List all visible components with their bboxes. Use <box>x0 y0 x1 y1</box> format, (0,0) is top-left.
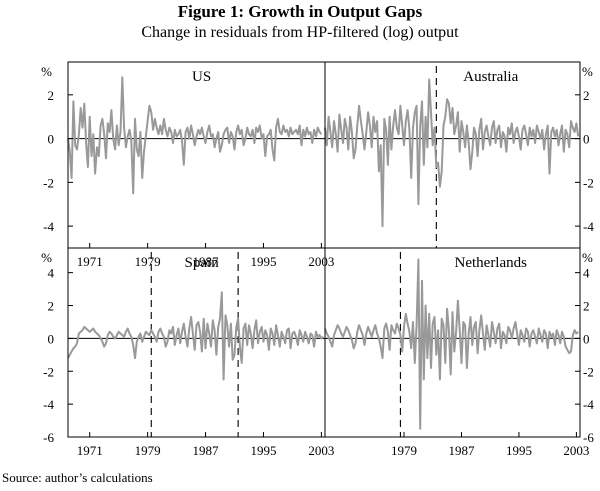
source-note: Source: author’s calculations <box>2 470 153 485</box>
australia-series-line <box>324 78 580 228</box>
netherlands-unit-label: % <box>582 250 593 265</box>
netherlands-ytick-label: 2 <box>583 299 590 314</box>
us-xtick-label: 1971 <box>77 254 103 269</box>
spain-panel: 4 2 0 -2 -4 -6% 1971 1979 1987 1995 2003 Spain <box>41 250 334 458</box>
spain-ytick-label: -6 <box>43 430 54 445</box>
spain-xtick-label: 1995 <box>250 443 276 458</box>
netherlands-ytick-label: 0 <box>583 331 590 346</box>
spain-ytick-label: 4 <box>48 266 55 281</box>
australia-unit-label: % <box>582 64 593 79</box>
us-ytick-label: -4 <box>43 219 54 234</box>
spain-panel-title: Spain <box>185 255 220 271</box>
netherlands-panel: 4 2 0 -2 -4 -6% 1979 1987 1995 2003 Netherlands <box>324 250 594 458</box>
us-ytick-label: 0 <box>48 132 55 147</box>
netherlands-panel-title: Netherlands <box>455 255 528 271</box>
figure-subtitle: Change in residuals from HP-filtered (lo… <box>141 24 459 41</box>
australia-ytick-label: -2 <box>583 175 594 190</box>
spain-xtick-label: 1987 <box>193 443 220 458</box>
us-xtick-label: 1995 <box>250 254 276 269</box>
spain-xtick-label: 2003 <box>308 443 334 458</box>
spain-ytick-label: -4 <box>43 397 54 412</box>
spain-ytick-label: 2 <box>48 299 55 314</box>
us-unit-label: % <box>41 64 52 79</box>
netherlands-xtick-label: 1995 <box>506 443 532 458</box>
netherlands-ytick-label: 4 <box>583 266 590 281</box>
netherlands-xtick-label: 1987 <box>448 443 475 458</box>
australia-ytick-label: -4 <box>583 219 594 234</box>
netherlands-xtick-label: 2003 <box>563 443 589 458</box>
us-ytick-label: 2 <box>48 88 55 103</box>
us-series-line <box>67 76 323 195</box>
spain-xtick-label: 1971 <box>77 443 103 458</box>
us-xtick-label: 2003 <box>308 254 334 269</box>
netherlands-ytick-label: -6 <box>583 430 594 445</box>
australia-ytick-label: 0 <box>583 132 590 147</box>
netherlands-xtick-label: 1979 <box>391 443 417 458</box>
netherlands-series-line <box>324 258 579 430</box>
spain-unit-label: % <box>41 250 52 265</box>
netherlands-ytick-label: -2 <box>583 364 594 379</box>
us-xtick-label: 1979 <box>135 254 161 269</box>
us-panel: 2 0 -2 -4% 1971 1979 1987 1995 2003 US <box>41 64 334 269</box>
australia-panel-title: Australia <box>463 69 518 85</box>
spain-ytick-label: 0 <box>48 331 55 346</box>
chart-frame <box>67 61 581 438</box>
australia-ytick-label: 2 <box>583 88 590 103</box>
figure-title: Figure 1: Growth in Output Gaps <box>177 2 423 21</box>
netherlands-ytick-label: -4 <box>583 397 594 412</box>
spain-ytick-label: -2 <box>43 364 54 379</box>
us-panel-title: US <box>192 69 211 85</box>
spain-series-line <box>67 291 324 381</box>
us-xtick-label: 1987 <box>193 254 220 269</box>
australia-panel: 2 0 -2 -4% Australia <box>324 64 594 248</box>
spain-xtick-label: 1979 <box>135 443 161 458</box>
us-ytick-label: -2 <box>43 175 54 190</box>
